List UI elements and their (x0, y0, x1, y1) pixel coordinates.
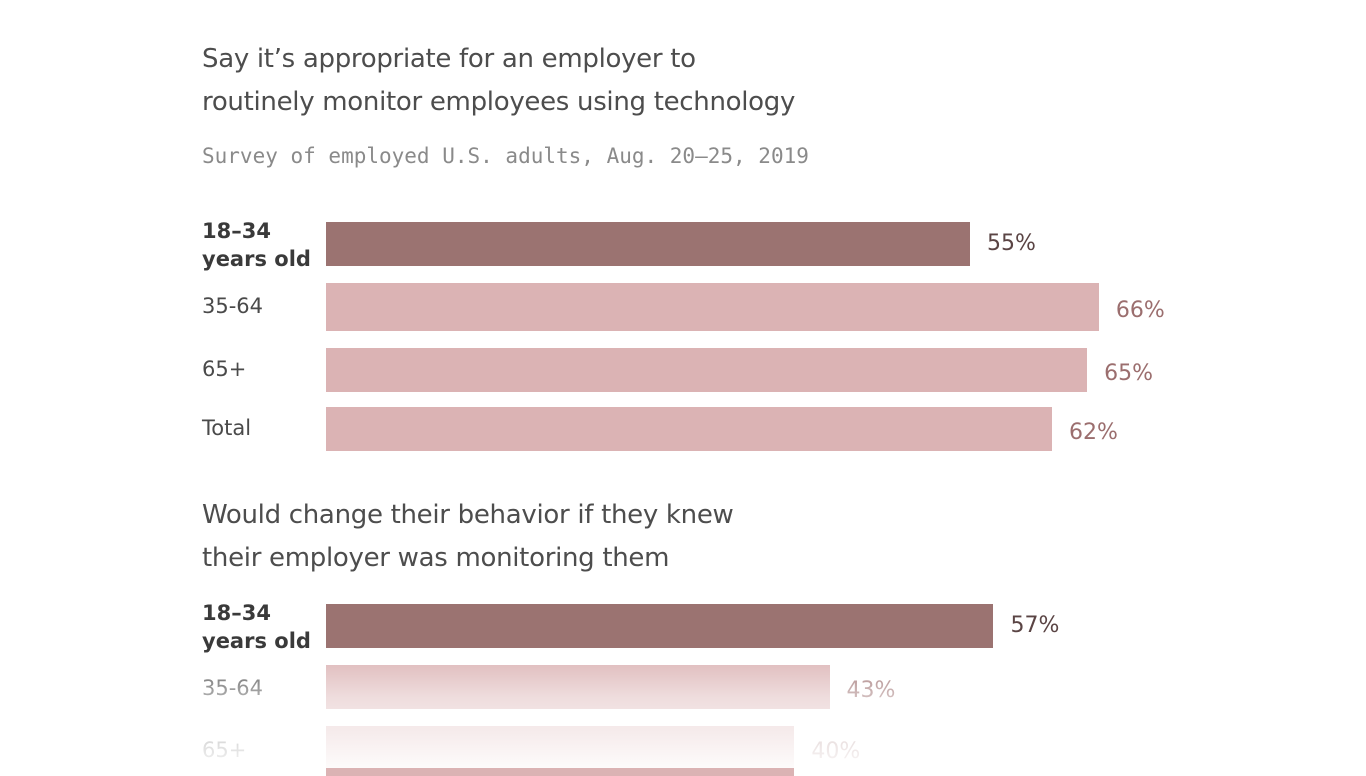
value-label: 40% (811, 739, 861, 764)
category-label-line: 35-64 (202, 294, 264, 318)
value-label: 43% (846, 678, 896, 703)
chart-2-title-line-2: their employer was monitoring them (202, 543, 670, 573)
bar (326, 407, 1053, 451)
category-label: 65+ (202, 736, 246, 764)
chart-1-subtitle: Survey of employed U.S. adults, Aug. 20–… (202, 144, 809, 168)
bar (326, 726, 795, 770)
value-label: 65% (1104, 361, 1154, 386)
category-label-line: Total (202, 416, 252, 440)
category-label: 35-64 (202, 674, 263, 702)
category-label-line: years old (202, 629, 311, 653)
category-label: 18–34 years old (202, 599, 311, 655)
bar (326, 222, 971, 266)
category-label: 65+ (202, 355, 246, 383)
category-label-line: 35-64 (202, 676, 264, 700)
bar (326, 604, 994, 648)
category-label-line: years old (202, 247, 311, 271)
bar (326, 348, 1088, 392)
category-label: 18–34 years old (202, 217, 311, 273)
category-label-line: 65+ (202, 357, 247, 381)
value-label: 55% (987, 231, 1036, 256)
category-label-line: 18–34 (202, 601, 271, 625)
chart-1-title-line-2: routinely monitor employees using techno… (202, 87, 796, 117)
chart-2-title-line-1: Would change their behavior if they knew (202, 500, 734, 530)
chart-1-title-line-1: Say it’s appropriate for an employer to (202, 44, 696, 74)
value-label: 57% (1010, 613, 1060, 638)
bar (326, 665, 830, 709)
chart-2-title: Would change their behavior if they knew… (202, 494, 734, 580)
chart-1-title: Say it’s appropriate for an employer to … (202, 38, 795, 124)
category-label-line: 65+ (202, 738, 247, 762)
category-label: 35-64 (202, 292, 263, 320)
category-label: Total (202, 414, 251, 442)
value-label: 62% (1069, 420, 1118, 445)
category-label-line: 18–34 (202, 219, 271, 243)
value-label: 66% (1115, 298, 1165, 323)
bar (326, 283, 1099, 331)
